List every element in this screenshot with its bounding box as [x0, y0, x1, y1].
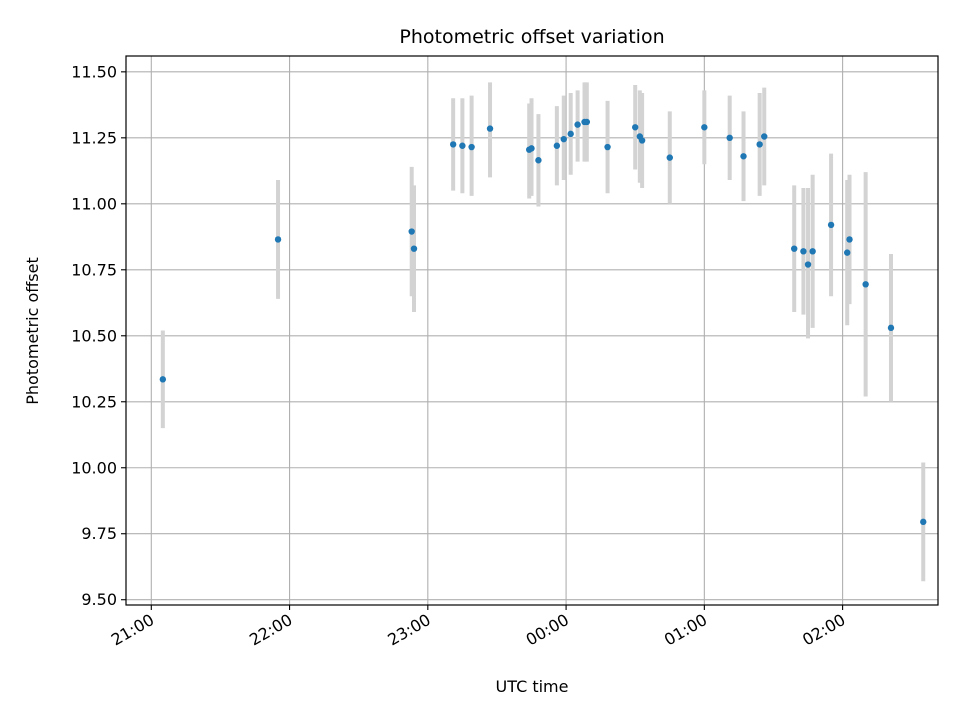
data-point — [740, 153, 747, 160]
data-point — [920, 518, 927, 526]
plot-frame — [125, 55, 939, 606]
data-point — [449, 141, 457, 148]
y-tick-label: 10.75 — [71, 260, 117, 279]
data-point — [887, 324, 895, 332]
data-point — [486, 125, 494, 132]
y-tick-label: 11.50 — [71, 62, 117, 81]
data-point — [528, 145, 535, 152]
data-point — [574, 121, 581, 128]
data-point — [632, 124, 639, 131]
y-tick-label: 9.75 — [81, 524, 117, 543]
data-point — [844, 249, 851, 256]
y-axis-ticks: 9.50 9.75 10.00 10.25 10.50 10.75 11.00 11.25 11… — [71, 62, 126, 609]
data-point — [274, 236, 282, 243]
data-point — [862, 281, 869, 288]
data-point — [827, 221, 835, 229]
data-point — [804, 261, 812, 268]
y-tick-label: 10.00 — [71, 458, 117, 477]
chart-title: Photometric offset variation — [399, 26, 664, 48]
x-axis-title: UTC time — [496, 677, 569, 696]
data-point — [535, 157, 542, 164]
data-point — [809, 248, 816, 255]
data-point — [560, 135, 567, 143]
data-point — [666, 154, 673, 161]
data-point — [604, 143, 611, 151]
grid — [126, 56, 938, 605]
data-point — [459, 142, 466, 149]
data-point — [553, 142, 561, 149]
data-point — [800, 248, 807, 255]
data-points — [159, 118, 927, 526]
data-point — [410, 245, 418, 252]
y-tick-label: 9.50 — [81, 590, 117, 609]
data-point — [726, 134, 733, 142]
data-point — [701, 124, 708, 131]
data-point — [468, 143, 475, 151]
data-point — [761, 133, 768, 140]
data-point — [846, 236, 853, 243]
data-point — [408, 228, 415, 235]
y-tick-label: 10.50 — [71, 326, 117, 345]
data-point — [567, 130, 574, 138]
data-point — [159, 376, 167, 383]
data-point — [756, 141, 763, 148]
data-point — [791, 245, 798, 252]
data-point — [638, 137, 646, 144]
y-tick-label: 11.00 — [71, 194, 117, 213]
y-tick-label: 10.25 — [71, 392, 117, 411]
y-tick-label: 11.25 — [71, 128, 117, 147]
y-axis-title: Photometric offset — [23, 257, 42, 405]
data-point — [583, 118, 591, 126]
